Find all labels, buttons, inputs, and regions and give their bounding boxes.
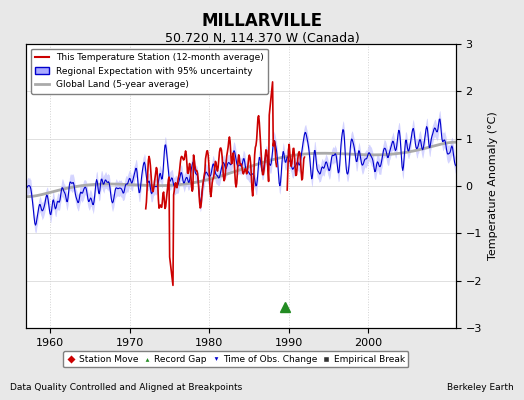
Text: Data Quality Controlled and Aligned at Breakpoints: Data Quality Controlled and Aligned at B… bbox=[10, 383, 243, 392]
Legend: Station Move, Record Gap, Time of Obs. Change, Empirical Break: Station Move, Record Gap, Time of Obs. C… bbox=[63, 351, 408, 368]
Text: 50.720 N, 114.370 W (Canada): 50.720 N, 114.370 W (Canada) bbox=[165, 32, 359, 45]
Text: MILLARVILLE: MILLARVILLE bbox=[201, 12, 323, 30]
Y-axis label: Temperature Anomaly (°C): Temperature Anomaly (°C) bbox=[488, 112, 498, 260]
Text: Berkeley Earth: Berkeley Earth bbox=[447, 383, 514, 392]
Legend: This Temperature Station (12-month average), Regional Expectation with 95% uncer: This Temperature Station (12-month avera… bbox=[31, 48, 268, 94]
